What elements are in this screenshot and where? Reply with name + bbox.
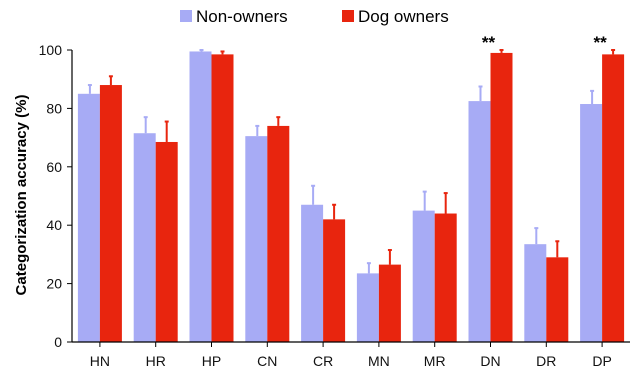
y-tick-label-40: 40 <box>46 217 62 233</box>
legend-swatch-dog-owners <box>342 10 354 22</box>
y-axis-label: Categorization accuracy (%) <box>13 95 30 296</box>
bar-cn-non-owners <box>245 136 268 342</box>
y-tick-label-60: 60 <box>46 159 62 175</box>
legend-label-non-owners: Non-owners <box>196 7 288 26</box>
bar-dp-dog-owners <box>602 54 625 342</box>
significance-marker-dp: ** <box>593 33 607 52</box>
significance-annotations: ** ** <box>482 33 607 52</box>
x-tick-label-mn: MN <box>368 353 390 369</box>
bar-hr-non-owners <box>133 133 156 342</box>
x-tick-label-hn: HN <box>90 353 110 369</box>
bar-hn-dog-owners <box>99 85 122 342</box>
y-tick-label-0: 0 <box>54 334 62 350</box>
bar-dn-non-owners <box>468 101 491 342</box>
bar-dn-dog-owners <box>490 52 513 343</box>
bar-dr-non-owners <box>524 244 547 342</box>
bar-dp-non-owners <box>580 104 603 343</box>
y-tick-label-20: 20 <box>46 276 62 292</box>
bar-mn-dog-owners <box>378 264 401 342</box>
bar-cr-non-owners <box>301 204 324 342</box>
legend-label-dog-owners: Dog owners <box>358 7 449 26</box>
x-tick-label-mr: MR <box>424 353 446 369</box>
bar-mr-non-owners <box>412 210 435 342</box>
legend-swatch-non-owners <box>180 10 192 22</box>
error-bars <box>87 49 616 274</box>
x-tick-label-hr: HR <box>146 353 166 369</box>
x-tick-label-dr: DR <box>536 353 556 369</box>
bar-cr-dog-owners <box>323 219 346 342</box>
significance-marker-dn: ** <box>482 33 496 52</box>
bar-mr-dog-owners <box>434 213 457 342</box>
x-tick-label-cn: CN <box>257 353 277 369</box>
x-tick-label-dn: DN <box>480 353 500 369</box>
y-tick-label-100: 100 <box>39 42 63 58</box>
bar-hp-dog-owners <box>211 54 234 342</box>
axes: HN HR HP CN CR MN MR DN DR DP 0 20 40 60 80 100 <box>39 42 630 369</box>
legend: Non-owners Dog owners <box>180 7 449 26</box>
bar-cn-dog-owners <box>267 125 290 342</box>
x-tick-label-hp: HP <box>202 353 221 369</box>
x-tick-label-cr: CR <box>313 353 333 369</box>
bar-dr-dog-owners <box>546 257 569 342</box>
bar-hp-non-owners <box>189 51 212 343</box>
x-tick-label-dp: DP <box>592 353 611 369</box>
bar-hn-non-owners <box>77 93 100 342</box>
bar-hr-dog-owners <box>155 141 178 342</box>
bars <box>77 51 625 343</box>
y-tick-label-80: 80 <box>46 100 62 116</box>
bar-mn-non-owners <box>356 273 379 342</box>
